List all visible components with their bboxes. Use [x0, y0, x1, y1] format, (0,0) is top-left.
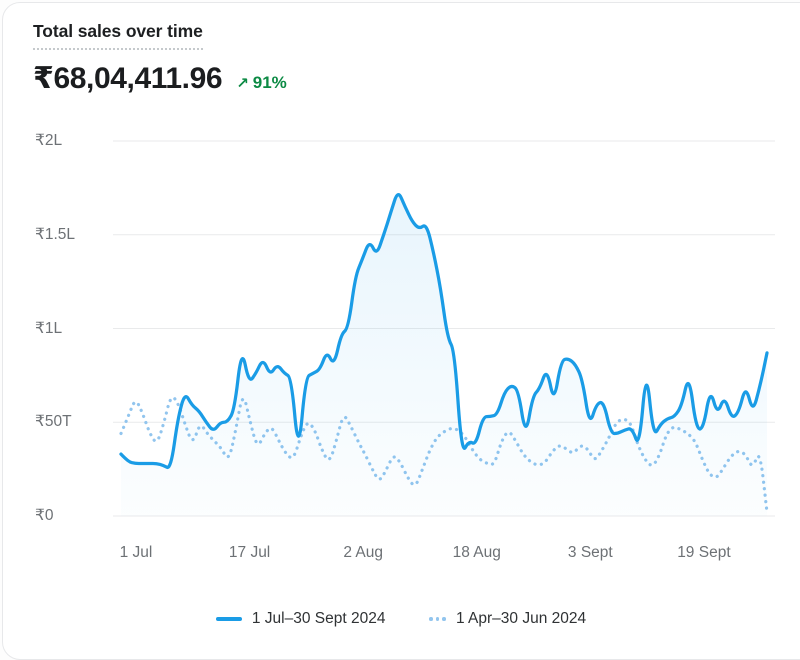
card-header: Total sales over time ₹68,04,411.96 ↗ 91…	[33, 21, 287, 96]
x-tick-label: 1 Jul	[119, 544, 153, 561]
x-tick-label: 2 Aug	[343, 544, 383, 561]
delta-percent: 91%	[252, 73, 287, 92]
legend-label: 1 Jul–30 Sept 2024	[251, 610, 386, 627]
y-tick-label: ₹1L	[35, 319, 63, 337]
chart-legend: 1 Jul–30 Sept 2024 1 Apr–30 Jun 2024	[3, 603, 799, 635]
area-fill	[121, 194, 767, 516]
card-title[interactable]: Total sales over time	[33, 21, 203, 50]
legend-item-current-period[interactable]: 1 Jul–30 Sept 2024	[215, 610, 386, 628]
legend-label: 1 Apr–30 Jun 2024	[455, 610, 587, 627]
x-tick-label: 18 Aug	[452, 544, 501, 561]
sales-line-chart[interactable]	[3, 3, 800, 643]
x-tick-label: 17 Jul	[228, 544, 271, 561]
current-period-line	[119, 193, 769, 469]
delta-badge: ↗ 91%	[236, 73, 287, 93]
total-sales-value: ₹68,04,411.96	[33, 62, 223, 95]
legend-solid-line-icon	[215, 617, 242, 621]
x-tick-label: 3 Sept	[567, 544, 613, 561]
y-tick-label: ₹0	[35, 507, 54, 524]
legend-item-previous-period[interactable]: 1 Apr–30 Jun 2024	[429, 610, 586, 628]
series-layer	[119, 193, 769, 516]
y-tick-label: ₹1.5L	[35, 225, 76, 243]
y-tick-label: ₹50T	[35, 413, 72, 431]
metric-row: ₹68,04,411.96 ↗ 91%	[33, 61, 287, 96]
trend-up-icon: ↗	[236, 75, 249, 92]
x-tick-label: 19 Sept	[677, 544, 731, 561]
y-tick-label: ₹2L	[35, 132, 63, 149]
legend-dotted-line-icon	[429, 617, 446, 621]
